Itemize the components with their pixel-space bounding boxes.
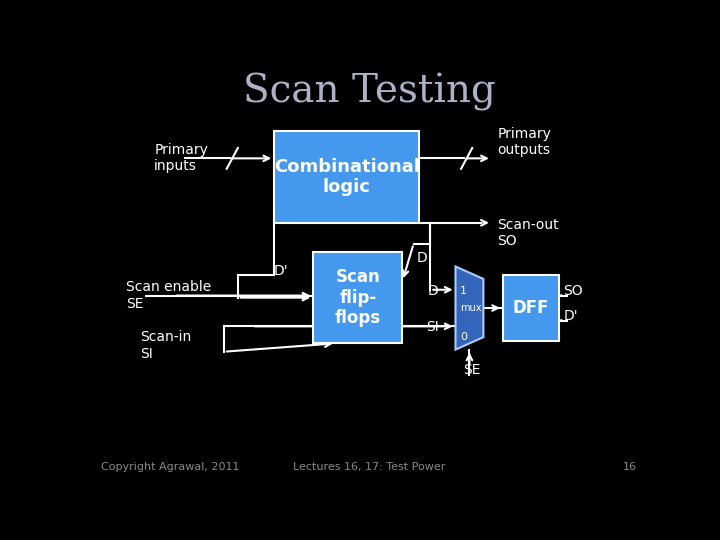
Text: D: D: [428, 285, 438, 299]
Text: 16: 16: [623, 462, 637, 472]
Text: 1: 1: [460, 286, 467, 296]
Text: Lectures 16, 17: Test Power: Lectures 16, 17: Test Power: [293, 462, 445, 472]
Polygon shape: [456, 266, 483, 349]
Text: 0: 0: [460, 332, 467, 342]
Text: Scan-in
SI: Scan-in SI: [140, 330, 192, 361]
Text: Scan enable
SE: Scan enable SE: [126, 280, 212, 310]
FancyBboxPatch shape: [313, 252, 402, 343]
FancyBboxPatch shape: [503, 275, 559, 341]
Text: Scan
flip-
flops: Scan flip- flops: [335, 268, 381, 327]
Text: Scan Testing: Scan Testing: [243, 73, 495, 111]
Text: D: D: [416, 251, 427, 265]
Text: DFF: DFF: [513, 299, 549, 317]
Text: Combinational
logic: Combinational logic: [274, 158, 420, 197]
Text: Primary
outputs: Primary outputs: [498, 126, 552, 157]
FancyBboxPatch shape: [274, 131, 419, 223]
Text: SO: SO: [563, 285, 582, 299]
Text: SI: SI: [426, 320, 438, 334]
Text: Primary
inputs: Primary inputs: [154, 143, 208, 173]
Text: Copyright Agrawal, 2011: Copyright Agrawal, 2011: [101, 462, 240, 472]
Text: mux: mux: [460, 303, 482, 313]
Text: Scan-out
SO: Scan-out SO: [498, 218, 559, 248]
Text: D': D': [274, 264, 288, 278]
Text: SE: SE: [464, 363, 481, 377]
Text: D': D': [563, 309, 578, 323]
